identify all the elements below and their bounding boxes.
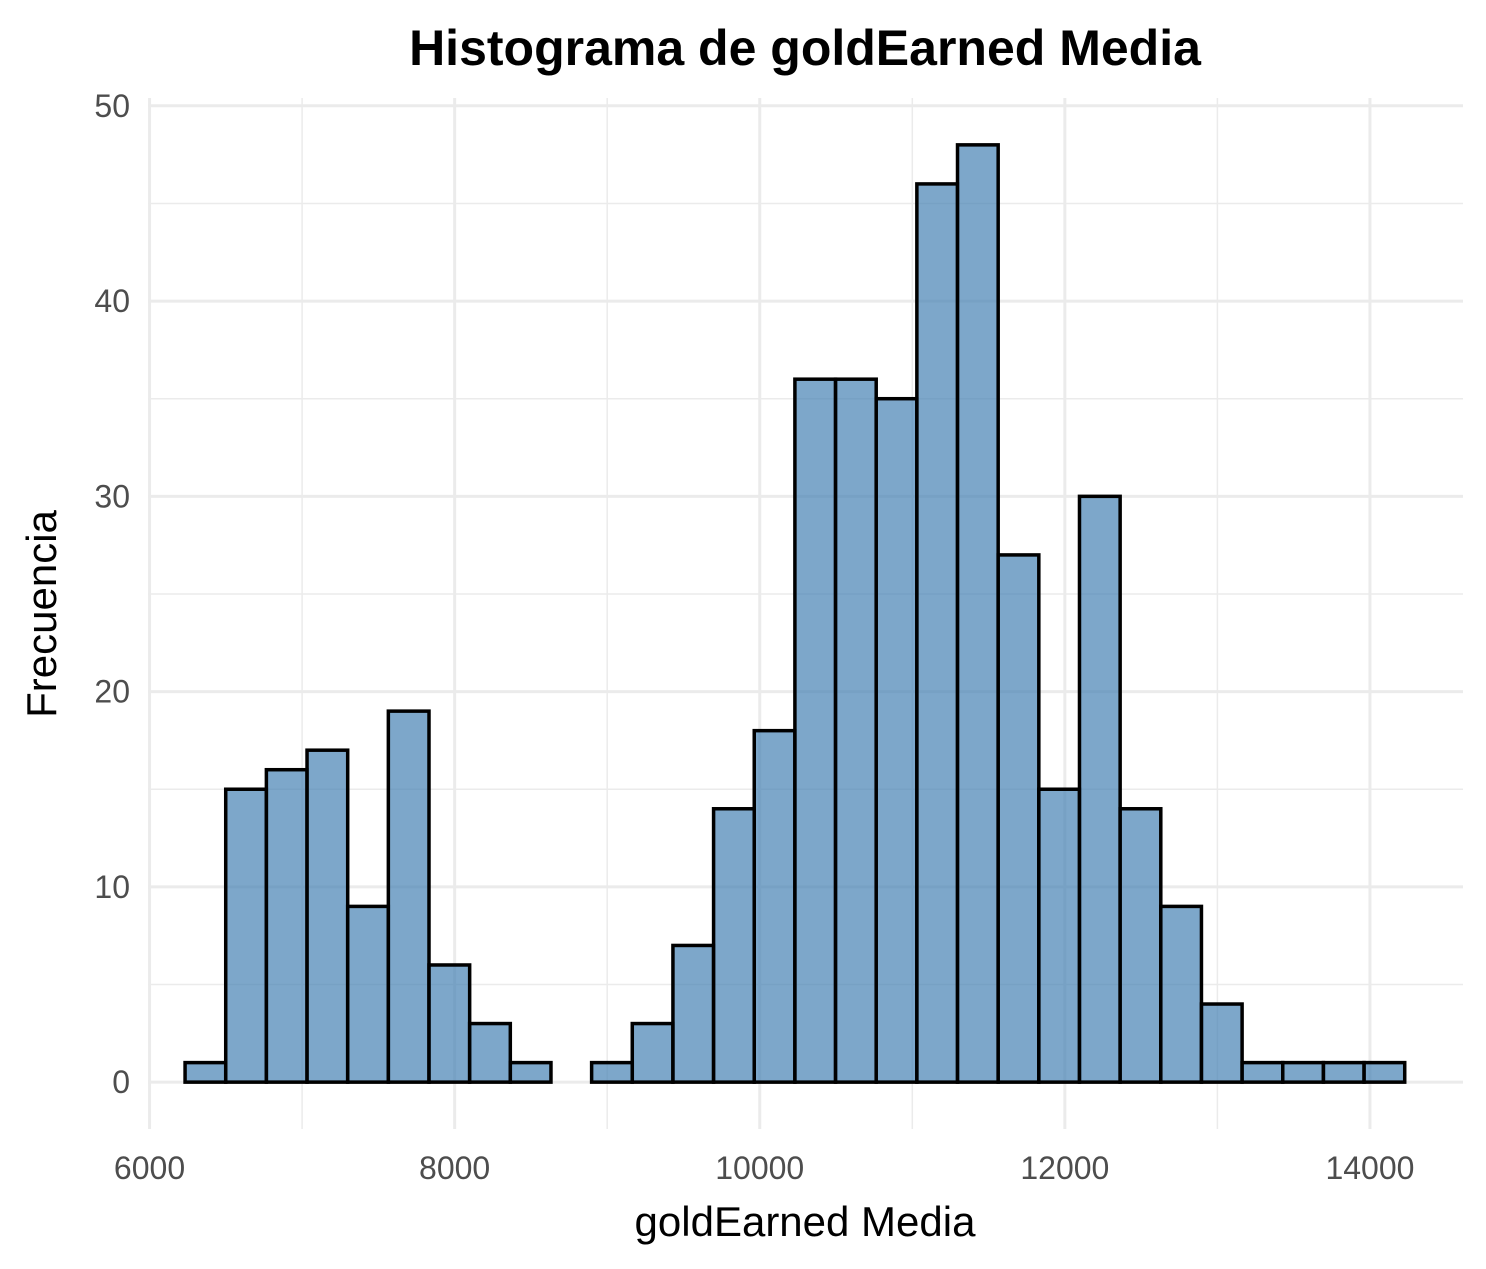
histogram-bar <box>345 904 391 1084</box>
x-tick-label: 10000 <box>715 1150 804 1186</box>
histogram-bar <box>467 1021 513 1084</box>
y-axis-title: Frecuencia <box>18 509 65 717</box>
histogram-bar <box>671 943 716 1084</box>
histogram-bar <box>589 1060 635 1084</box>
histogram-bar <box>1118 807 1163 1084</box>
histogram-bar <box>1240 1060 1285 1084</box>
histogram-bar <box>305 748 350 1084</box>
histogram-bar <box>996 553 1041 1084</box>
histogram-bar <box>915 182 960 1084</box>
chart-title: Histograma de goldEarned Media <box>409 20 1202 76</box>
y-tick-label: 50 <box>94 88 130 124</box>
histogram-bar <box>1281 1060 1326 1084</box>
histogram-bar <box>630 1021 675 1084</box>
histogram-bar <box>955 143 1000 1084</box>
y-tick-label: 30 <box>94 478 130 514</box>
histogram-bar <box>1321 1060 1366 1084</box>
y-tick-label: 40 <box>94 283 130 319</box>
y-tick-label: 0 <box>112 1064 130 1100</box>
histogram-bar <box>793 377 838 1084</box>
x-tick-label: 14000 <box>1325 1150 1414 1186</box>
histogram-bar <box>833 377 878 1084</box>
x-axis-title: goldEarned Media <box>635 1198 977 1245</box>
histogram-bar <box>508 1060 553 1084</box>
histogram-bar <box>1362 1060 1407 1084</box>
histogram-bars <box>183 143 1407 1084</box>
histogram-bar <box>183 1060 228 1084</box>
histogram-bar <box>874 396 919 1084</box>
y-tick-label: 10 <box>94 869 130 905</box>
histogram-bar <box>711 807 756 1084</box>
histogram-bar <box>1037 787 1082 1084</box>
x-tick-label: 8000 <box>419 1150 490 1186</box>
x-tick-label: 12000 <box>1020 1150 1109 1186</box>
histogram-bar <box>386 709 431 1084</box>
histogram-bar <box>752 728 797 1084</box>
histogram-bar <box>1077 494 1122 1084</box>
histogram-bar <box>223 787 269 1084</box>
y-tick-labels: 0 10 20 30 40 50 <box>94 88 130 1100</box>
histogram-bar <box>1159 904 1204 1084</box>
x-tick-labels: 6000 8000 10000 12000 14000 <box>114 1150 1415 1186</box>
x-tick-label: 6000 <box>114 1150 185 1186</box>
histogram-bar <box>427 963 472 1084</box>
y-tick-label: 20 <box>94 674 130 710</box>
histogram-bar <box>264 767 309 1084</box>
histogram-bar <box>1199 1002 1244 1084</box>
